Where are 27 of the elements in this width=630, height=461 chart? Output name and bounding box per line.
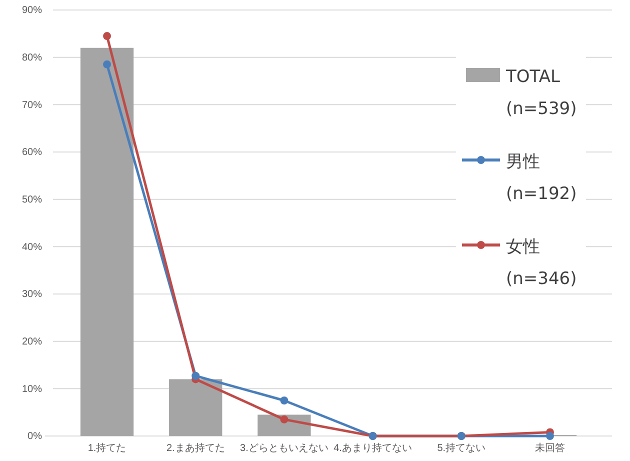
- legend-label: 男性 (n=192): [506, 152, 577, 204]
- point: [103, 32, 112, 40]
- y-tick-label: 50%: [22, 194, 42, 206]
- point: [103, 60, 112, 68]
- x-tick-label: 2.まあ持てた: [166, 442, 225, 454]
- x-tick-label: 4.あまり持てない: [334, 442, 412, 454]
- y-tick-label: 90%: [22, 5, 42, 16]
- y-tick-label: 0%: [28, 431, 42, 442]
- y-tick-label: 20%: [22, 336, 42, 348]
- bar: [80, 48, 134, 436]
- point: [280, 396, 288, 404]
- point: [280, 415, 288, 424]
- x-tick-label: 1.持てた: [88, 442, 126, 454]
- y-tick-label: 40%: [22, 242, 42, 253]
- x-tick-label: 5.持てない: [437, 442, 486, 454]
- x-tick-label: 未回答: [534, 442, 565, 454]
- y-tick-label: 10%: [22, 384, 42, 395]
- y-tick-label: 30%: [22, 289, 42, 300]
- y-tick-label: 60%: [22, 147, 42, 158]
- y-tick-label: 70%: [22, 100, 42, 111]
- bar: [169, 379, 222, 436]
- point: [192, 372, 200, 380]
- point: [546, 432, 554, 440]
- legend-label: TOTAL (n=539): [505, 67, 577, 119]
- x-tick-label: 3.どらともいえない: [240, 443, 328, 454]
- y-tick-label: 80%: [22, 52, 42, 64]
- legend-label: 女性 (n=346): [506, 237, 577, 289]
